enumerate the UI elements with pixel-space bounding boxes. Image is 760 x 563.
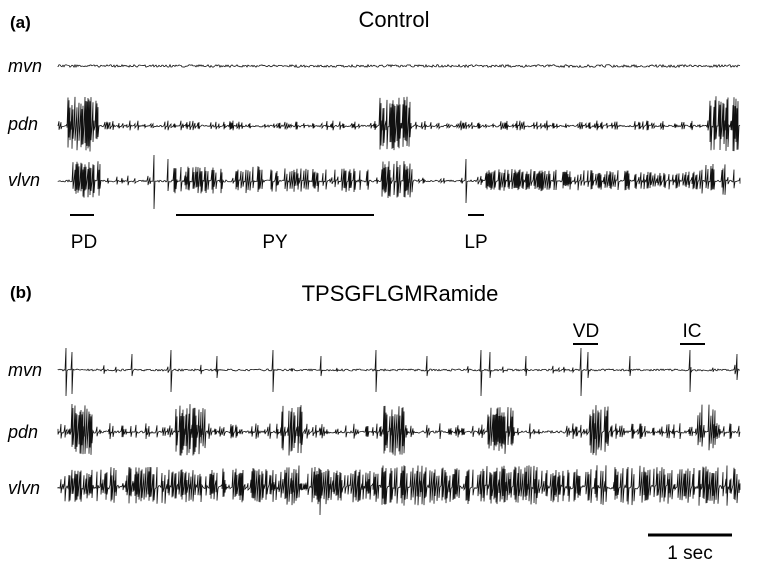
panel-a-channel-vlvn: vlvn	[8, 170, 40, 190]
panel-b-channel-vlvn: vlvn	[8, 478, 40, 498]
vd-label: VD	[573, 321, 599, 342]
pd-label: PD	[71, 232, 97, 253]
panel-b-channel-pdn: pdn	[7, 422, 38, 442]
panel-a-label: (a)	[10, 13, 31, 32]
trace-a-vlvn	[57, 154, 741, 210]
trace-a-mvn	[57, 63, 741, 69]
panel-a-condition: Control	[359, 7, 430, 32]
trace-b-vlvn	[57, 465, 741, 516]
panel-a-channel-mvn: mvn	[8, 56, 42, 76]
trace-a-pdn	[57, 96, 741, 152]
panel-b-label: (b)	[10, 283, 32, 302]
trace-b-pdn	[57, 404, 741, 456]
lp-label: LP	[464, 232, 487, 253]
panel-a-channel-pdn: pdn	[7, 114, 38, 134]
trace-b-mvn	[57, 347, 741, 397]
ic-label: IC	[683, 321, 702, 342]
panel-b-channel-mvn: mvn	[8, 360, 42, 380]
panel-b-condition: TPSGFLGMRamide	[302, 281, 499, 306]
scale-bar-label: 1 sec	[667, 543, 712, 563]
py-label: PY	[262, 232, 288, 253]
